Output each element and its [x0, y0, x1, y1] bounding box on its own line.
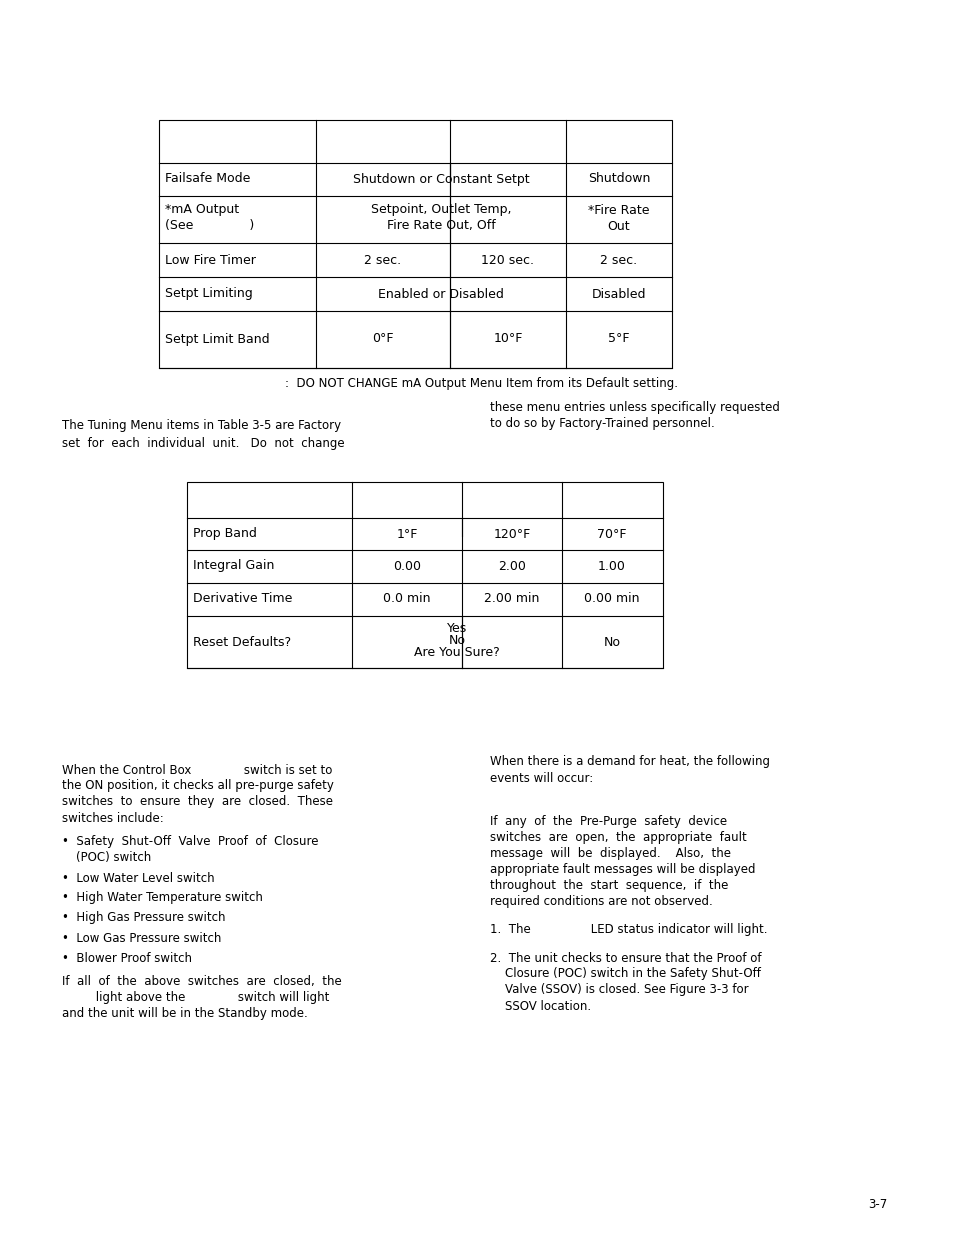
- Text: Enabled or Disabled: Enabled or Disabled: [377, 288, 503, 300]
- Text: switches  to  ensure  they  are  closed.  These: switches to ensure they are closed. Thes…: [62, 795, 333, 809]
- Text: Are You Sure?: Are You Sure?: [414, 646, 499, 658]
- Text: If  any  of  the  Pre-Purge  safety  device: If any of the Pre-Purge safety device: [490, 815, 726, 829]
- Text: •  Low Gas Pressure switch: • Low Gas Pressure switch: [62, 931, 221, 945]
- Bar: [159, 120, 671, 368]
- Text: •  Low Water Level switch: • Low Water Level switch: [62, 872, 214, 884]
- Text: throughout  the  start  sequence,  if  the: throughout the start sequence, if the: [490, 879, 727, 893]
- Text: Yes: Yes: [446, 621, 467, 635]
- Text: Out: Out: [607, 220, 630, 232]
- Text: 120°F: 120°F: [493, 527, 530, 541]
- Text: If  all  of  the  above  switches  are  closed,  the: If all of the above switches are closed,…: [62, 976, 341, 988]
- Text: Setpoint, Outlet Temp,: Setpoint, Outlet Temp,: [371, 204, 511, 216]
- Text: Closure (POC) switch in the Safety Shut-Off: Closure (POC) switch in the Safety Shut-…: [490, 967, 760, 981]
- Text: Reset Defaults?: Reset Defaults?: [193, 636, 291, 648]
- Text: :  DO NOT CHANGE mA Output Menu Item from its Default setting.: : DO NOT CHANGE mA Output Menu Item from…: [285, 377, 678, 389]
- Text: and the unit will be in the Standby mode.: and the unit will be in the Standby mode…: [62, 1008, 308, 1020]
- Text: The Tuning Menu items in Table 3-5 are Factory: The Tuning Menu items in Table 3-5 are F…: [62, 419, 341, 431]
- Text: 70°F: 70°F: [597, 527, 626, 541]
- Text: Disabled: Disabled: [591, 288, 645, 300]
- Text: 5°F: 5°F: [608, 332, 629, 346]
- Text: •  Blower Proof switch: • Blower Proof switch: [62, 951, 192, 965]
- Text: No: No: [448, 634, 465, 646]
- Text: 2.00: 2.00: [497, 559, 525, 573]
- Text: 2.  The unit checks to ensure that the Proof of: 2. The unit checks to ensure that the Pr…: [490, 951, 760, 965]
- Text: Low Fire Timer: Low Fire Timer: [165, 253, 255, 267]
- Text: the ON position, it checks all pre-purge safety: the ON position, it checks all pre-purge…: [62, 779, 334, 793]
- Text: SSOV location.: SSOV location.: [490, 999, 591, 1013]
- Text: Derivative Time: Derivative Time: [193, 593, 292, 605]
- Text: appropriate fault messages will be displayed: appropriate fault messages will be displ…: [490, 863, 755, 877]
- Text: switches  are  open,  the  appropriate  fault: switches are open, the appropriate fault: [490, 831, 746, 845]
- Text: *Fire Rate: *Fire Rate: [588, 204, 649, 216]
- Text: set  for  each  individual  unit.   Do  not  change: set for each individual unit. Do not cha…: [62, 436, 344, 450]
- Text: 0.00: 0.00: [393, 559, 420, 573]
- Text: 2.00 min: 2.00 min: [484, 593, 539, 605]
- Text: 1.  The                LED status indicator will light.: 1. The LED status indicator will light.: [490, 924, 767, 936]
- Text: 10°F: 10°F: [493, 332, 522, 346]
- Text: Setpt Limiting: Setpt Limiting: [165, 288, 253, 300]
- Text: 0.00 min: 0.00 min: [583, 593, 639, 605]
- Text: switches include:: switches include:: [62, 811, 164, 825]
- Text: Failsafe Mode: Failsafe Mode: [165, 173, 250, 185]
- Text: 3-7: 3-7: [867, 1198, 886, 1212]
- Text: Setpt Limit Band: Setpt Limit Band: [165, 332, 270, 346]
- Text: No: No: [603, 636, 619, 648]
- Text: Integral Gain: Integral Gain: [193, 559, 274, 573]
- Text: message  will  be  displayed.    Also,  the: message will be displayed. Also, the: [490, 847, 730, 861]
- Text: 1.00: 1.00: [598, 559, 625, 573]
- Text: 2 sec.: 2 sec.: [599, 253, 637, 267]
- Text: 2 sec.: 2 sec.: [364, 253, 401, 267]
- Text: these menu entries unless specifically requested: these menu entries unless specifically r…: [490, 401, 779, 415]
- Text: (See              ): (See ): [165, 220, 254, 232]
- Bar: [187, 482, 662, 668]
- Text: 0.0 min: 0.0 min: [383, 593, 431, 605]
- Text: When there is a demand for heat, the following: When there is a demand for heat, the fol…: [490, 756, 769, 768]
- Text: events will occur:: events will occur:: [490, 772, 593, 784]
- Text: *mA Output: *mA Output: [165, 204, 239, 216]
- Text: light above the              switch will light: light above the switch will light: [62, 992, 329, 1004]
- Text: 120 sec.: 120 sec.: [481, 253, 534, 267]
- Text: to do so by Factory-Trained personnel.: to do so by Factory-Trained personnel.: [490, 417, 714, 431]
- Text: Valve (SSOV) is closed. See Figure 3-3 for: Valve (SSOV) is closed. See Figure 3-3 f…: [490, 983, 748, 997]
- Text: required conditions are not observed.: required conditions are not observed.: [490, 895, 712, 909]
- Text: Prop Band: Prop Band: [193, 527, 256, 541]
- Text: Shutdown: Shutdown: [587, 173, 650, 185]
- Text: •  Safety  Shut-Off  Valve  Proof  of  Closure: • Safety Shut-Off Valve Proof of Closure: [62, 836, 318, 848]
- Text: 0°F: 0°F: [372, 332, 394, 346]
- Text: When the Control Box              switch is set to: When the Control Box switch is set to: [62, 763, 332, 777]
- Text: Fire Rate Out, Off: Fire Rate Out, Off: [386, 220, 495, 232]
- Text: •  High Water Temperature switch: • High Water Temperature switch: [62, 892, 263, 904]
- Text: •  High Gas Pressure switch: • High Gas Pressure switch: [62, 911, 225, 925]
- Text: 1°F: 1°F: [395, 527, 417, 541]
- Text: Shutdown or Constant Setpt: Shutdown or Constant Setpt: [353, 173, 529, 185]
- Text: (POC) switch: (POC) switch: [76, 851, 152, 864]
